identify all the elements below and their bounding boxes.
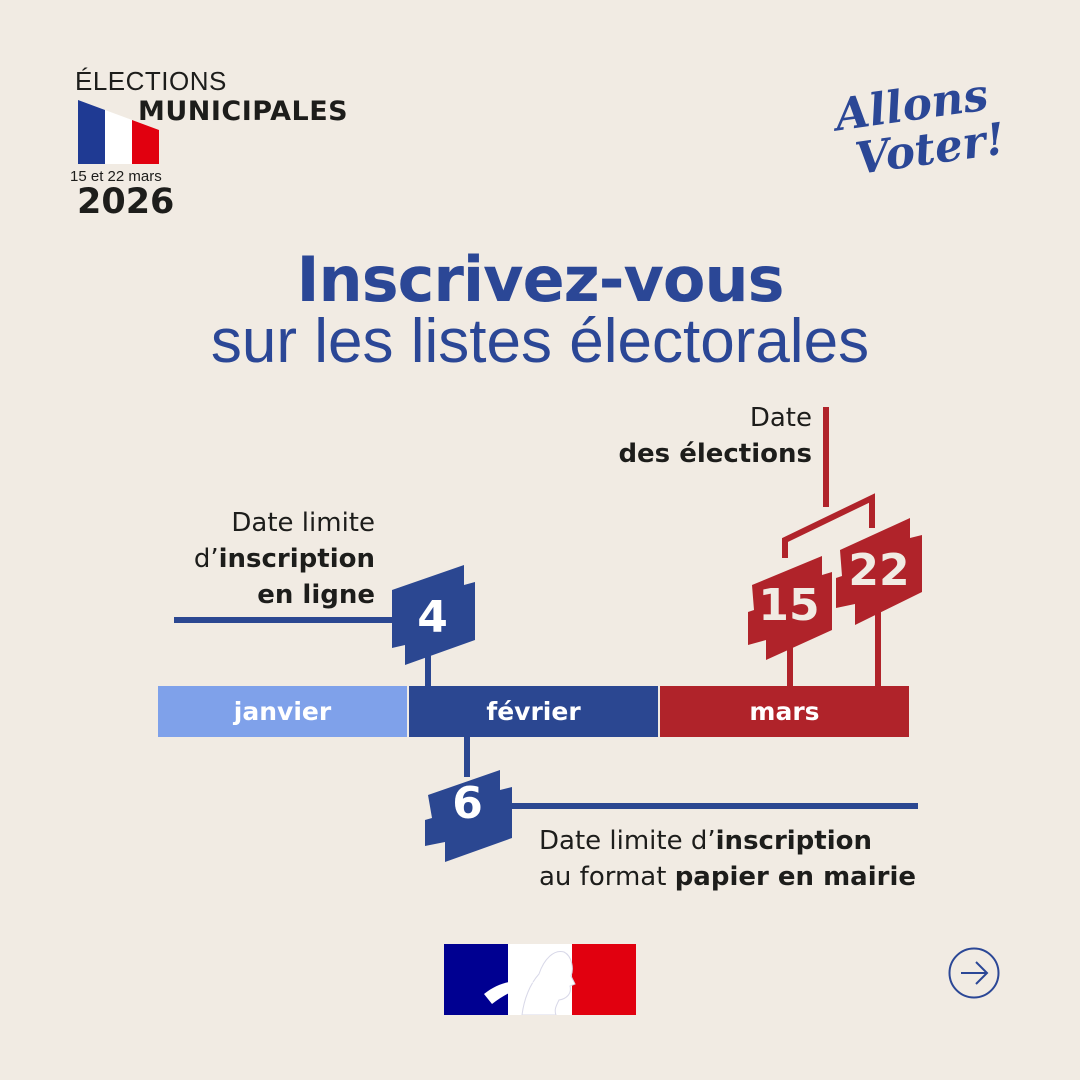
header-dates: 15 et 22 mars — [70, 168, 162, 185]
header-year: 2026 — [77, 182, 175, 222]
online-label-bold2: en ligne — [257, 580, 375, 610]
online-deadline-stem — [425, 640, 431, 688]
paper-deadline-label: Date limite d’inscription au format papi… — [539, 823, 916, 895]
paper-deadline-line — [500, 803, 918, 809]
badge-day-22 — [836, 518, 922, 625]
election-label: Date des élections — [540, 400, 812, 472]
arrow-right-circle-icon[interactable] — [948, 947, 1000, 999]
paper-label-prefix2: au format — [539, 862, 675, 892]
flag-icon — [78, 100, 159, 164]
day-6: 6 — [452, 778, 483, 829]
paper-label-line1: Date limite d’inscription — [539, 823, 916, 859]
page-subtitle: sur les listes électorales — [210, 307, 870, 376]
online-label-bold: inscription — [218, 544, 375, 574]
election-label-bold: des élections — [618, 439, 812, 469]
marianne-logo — [444, 944, 636, 1015]
marianne-graphic — [444, 944, 636, 1015]
month-janvier: janvier — [158, 686, 407, 737]
online-label-prefix: d’ — [193, 544, 219, 574]
badge-day-4 — [392, 565, 475, 665]
paper-label-bold2: papier en mairie — [674, 862, 916, 892]
online-deadline-label: Date limite d’inscription en ligne — [100, 505, 375, 613]
month-fevrier: février — [409, 686, 658, 737]
badge-day-6 — [425, 770, 512, 862]
day-15: 15 — [758, 580, 820, 631]
page-title: Inscrivez-vous — [296, 243, 784, 316]
month-mars: mars — [660, 686, 909, 737]
election-stem-22 — [875, 610, 881, 688]
flag-graphic — [78, 100, 159, 164]
online-label-line3: en ligne — [100, 577, 375, 613]
election-bracket — [782, 493, 875, 558]
election-label-line2: des élections — [540, 436, 812, 472]
paper-deadline-stem — [464, 737, 470, 777]
next-arrow-graphic — [948, 947, 1000, 999]
badge-day-15 — [748, 556, 832, 660]
header-elections: ÉLECTIONS — [75, 66, 227, 96]
online-label-line2: d’inscription — [100, 541, 375, 577]
online-deadline-line — [174, 617, 404, 623]
day-22: 22 — [848, 545, 910, 596]
paper-label-line2: au format papier en mairie — [539, 859, 916, 895]
paper-label-prefix: Date limite d’ — [539, 826, 716, 856]
election-stem-15 — [787, 640, 793, 688]
election-line — [823, 407, 829, 507]
paper-label-bold: inscription — [715, 826, 873, 856]
header-municipales: MUNICIPALES — [138, 96, 349, 127]
online-label-line1: Date limite — [231, 508, 375, 538]
day-4: 4 — [417, 592, 448, 643]
election-label-line1: Date — [749, 403, 812, 433]
